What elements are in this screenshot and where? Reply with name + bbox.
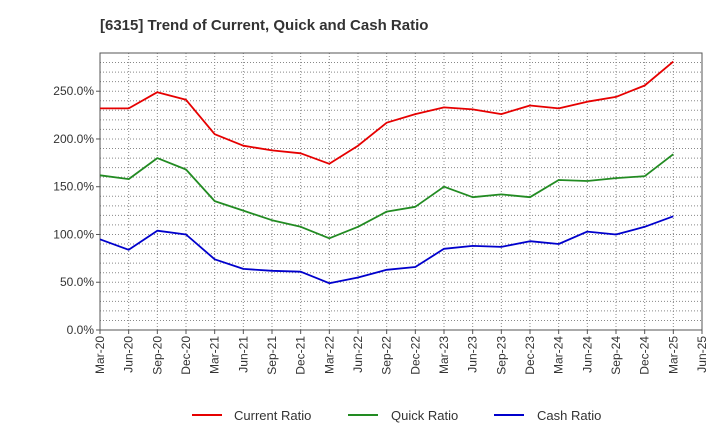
x-tick-label: Mar-22 xyxy=(322,336,336,374)
x-tick-label: Sep-20 xyxy=(150,336,164,375)
y-tick-label: 0.0% xyxy=(67,323,95,337)
x-tick-label: Dec-21 xyxy=(294,336,308,375)
x-tick-label: Dec-22 xyxy=(408,336,422,375)
x-tick-label: Jun-20 xyxy=(122,336,136,373)
axes: 0.0% 50.0% 100.0% 150.0% 200.0% 250.0% Mar-20 J… xyxy=(53,52,709,375)
x-tick-label: Jun-23 xyxy=(466,336,480,373)
x-tick-label: Sep-21 xyxy=(265,336,279,375)
legend-label-quick-ratio: Quick Ratio xyxy=(391,408,458,423)
series-line-quick-ratio xyxy=(99,153,674,240)
x-tick-label: Jun-22 xyxy=(351,336,365,373)
plot-frame xyxy=(99,52,703,331)
y-tick-label: 250.0% xyxy=(53,84,94,98)
x-tick-label: Jun-25 xyxy=(695,336,709,373)
series-line-cash-ratio xyxy=(99,215,674,285)
legend: Current Ratio Quick Ratio Cash Ratio xyxy=(192,408,601,423)
x-tick-label: Mar-25 xyxy=(666,336,680,374)
x-tick-label: Sep-24 xyxy=(609,336,623,375)
x-tick-label: Mar-24 xyxy=(552,336,566,374)
x-tick-label: Jun-21 xyxy=(236,336,250,373)
x-tick-label: Sep-23 xyxy=(494,336,508,375)
x-tick-label: Dec-24 xyxy=(638,336,652,375)
y-tick-label: 200.0% xyxy=(53,132,94,146)
x-tick-label: Dec-20 xyxy=(179,336,193,375)
x-tick-label: Mar-20 xyxy=(93,336,107,374)
series-line-current-ratio xyxy=(100,60,674,165)
grid xyxy=(99,53,703,330)
x-tick-label: Sep-22 xyxy=(380,336,394,375)
y-tick-label: 100.0% xyxy=(53,227,94,241)
x-tick-label: Mar-21 xyxy=(208,336,222,374)
y-tick-label: 150.0% xyxy=(53,180,94,194)
x-tick-label: Dec-23 xyxy=(523,336,537,375)
x-tick-label: Mar-23 xyxy=(437,336,451,374)
legend-label-cash-ratio: Cash Ratio xyxy=(537,408,601,423)
series-lines xyxy=(99,60,674,285)
y-tick-label: 50.0% xyxy=(60,275,94,289)
chart-title: [6315] Trend of Current, Quick and Cash … xyxy=(100,17,428,34)
legend-label-current-ratio: Current Ratio xyxy=(234,408,311,423)
x-tick-label: Jun-24 xyxy=(580,336,594,373)
